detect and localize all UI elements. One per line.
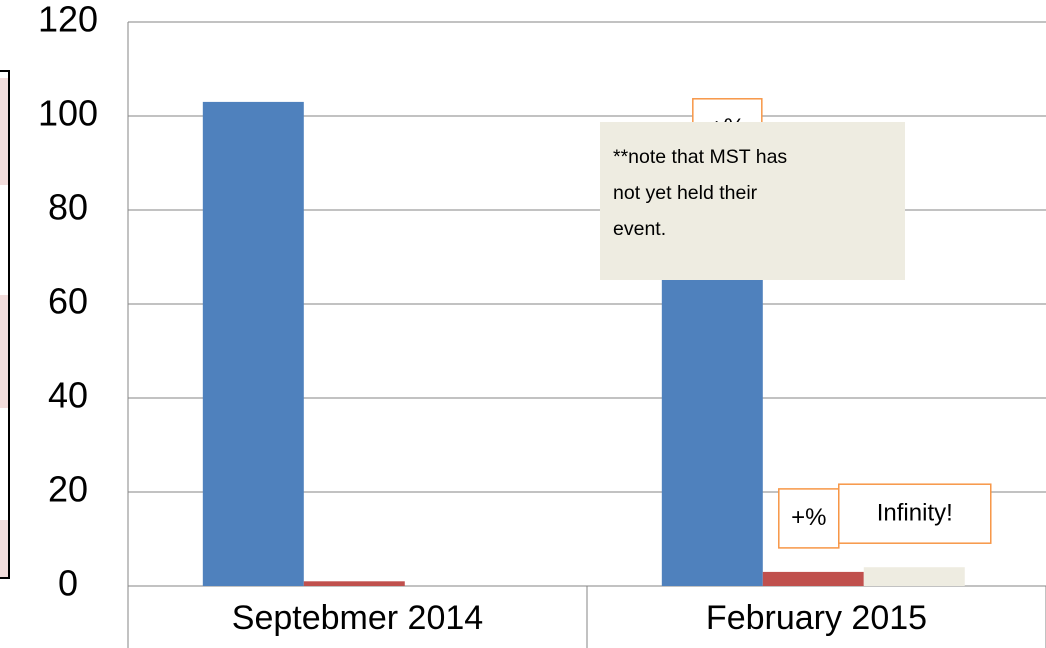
note-text: **note that MST has	[613, 146, 787, 168]
panel-stripe	[0, 78, 10, 185]
note-text: event.	[613, 218, 666, 240]
y-tick-label: 100	[38, 93, 98, 134]
y-tick-label: 40	[48, 375, 88, 416]
bar	[202, 101, 304, 587]
annotation-box	[838, 483, 992, 544]
background-panel	[0, 70, 10, 579]
y-tick-label: 120	[38, 0, 98, 40]
y-tick-label: 0	[58, 563, 78, 604]
x-tick-label: Septebmer 2014	[232, 599, 483, 637]
bar	[303, 581, 405, 586]
bar	[863, 567, 965, 586]
annotation: +%	[791, 504, 826, 531]
y-tick-label: 60	[48, 281, 88, 322]
panel-stripe	[0, 295, 10, 408]
panel-border	[0, 70, 10, 579]
bar	[762, 571, 864, 586]
annotation: Infinity!	[877, 500, 953, 527]
note-text: not yet held their	[613, 182, 758, 204]
note-box	[600, 122, 905, 280]
panel-stripe	[0, 520, 10, 578]
y-tick-label: 80	[48, 187, 88, 228]
y-tick-label: 20	[48, 469, 88, 510]
x-tick-label: February 2015	[706, 599, 927, 637]
